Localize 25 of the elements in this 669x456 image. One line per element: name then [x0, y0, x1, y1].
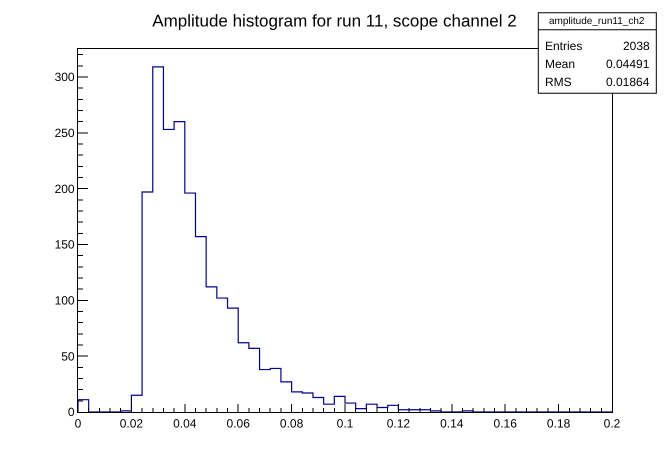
x-tick-label: 0.02	[120, 416, 144, 430]
x-tick-label: 0.12	[386, 416, 410, 430]
chart-title: Amplitude histogram for run 11, scope channel 2	[152, 11, 517, 30]
y-tick-label: 0	[68, 405, 75, 420]
annotation: RMS	[545, 75, 572, 89]
x-tick-label: 0.06	[226, 416, 250, 430]
x-tick-label: 0.16	[494, 416, 518, 430]
annotation: 0.04491	[606, 57, 650, 71]
x-tick-label: 0.2	[604, 416, 621, 430]
y-tick-label: 100	[54, 294, 75, 308]
x-tick-label: 0.1	[336, 416, 354, 430]
y-tick-label: 150	[54, 238, 75, 252]
x-tick-label: 0.14	[440, 416, 464, 430]
x-tick-label: 0.04	[173, 416, 197, 430]
annotation: 0.01864	[606, 75, 650, 89]
annotation: Mean	[545, 57, 576, 71]
x-tick-label: 0.08	[280, 416, 304, 430]
y-tick-label: 50	[61, 349, 75, 364]
annotation: Entries	[545, 39, 582, 53]
x-tick-label: 0.18	[546, 416, 571, 430]
y-tick-label: 250	[54, 126, 75, 140]
text: amplitude_run11_ch2	[549, 16, 645, 27]
y-tick-label: 300	[54, 70, 75, 84]
text: 2038	[623, 39, 650, 53]
y-tick-label: 200	[54, 182, 75, 196]
